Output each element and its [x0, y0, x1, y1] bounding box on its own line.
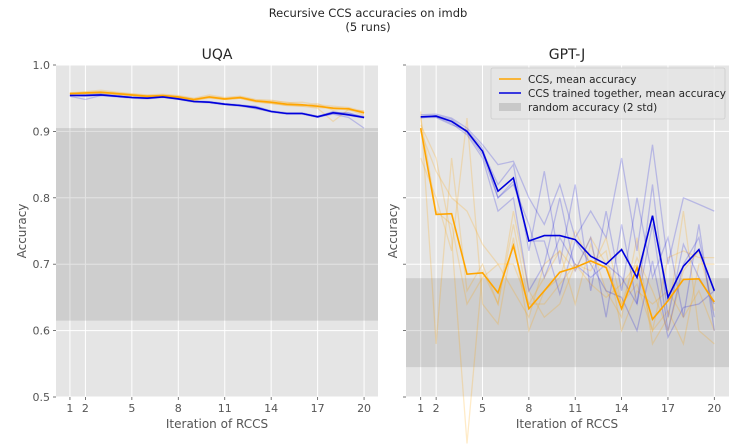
- ccs-run-line: [420, 124, 715, 444]
- ccs-run-line: [420, 131, 715, 333]
- plot-background: [56, 65, 378, 397]
- together-run-line: [420, 116, 715, 340]
- panel-title: GPT-J: [549, 47, 586, 63]
- x-tick-label: 14: [615, 402, 629, 415]
- x-tick-label: 8: [525, 402, 532, 415]
- y-tick-label: 0.6: [33, 325, 51, 338]
- together-run-line: [420, 113, 715, 265]
- ccs-mean-line: [69, 91, 365, 114]
- panel-uqa: UQA 1 2 5 8 11 14 17 20 0.5 0.6 0.7 0.8 0.9 1.0 Itera…: [15, 47, 378, 431]
- panel-gpt-j: GPT-J 1 2 5 8 11 14 17 20 Iteration of RCCS Acc…: [386, 47, 729, 444]
- x-axis-label: Iteration of RCCS: [166, 417, 268, 431]
- x-tick-label: 20: [357, 402, 371, 415]
- x-tick-label: 5: [479, 402, 486, 415]
- legend-label-random: random accuracy (2 std): [528, 102, 657, 114]
- random-accuracy-band: [56, 128, 378, 321]
- panel-title: UQA: [202, 47, 233, 63]
- y-axis-label: Accuracy: [15, 204, 29, 259]
- ccs-run-line: [69, 89, 365, 113]
- ccs-mean-line: [419, 127, 715, 321]
- legend: CCS, mean accuracy CCS trained together,…: [490, 67, 726, 120]
- y-tick-label: 1.0: [33, 59, 51, 72]
- x-axis-label: Iteration of RCCS: [516, 417, 618, 431]
- x-tick-label: 17: [661, 402, 675, 415]
- figure-title: Recursive CCS accuracies on imdb: [269, 6, 468, 20]
- legend-label-together: CCS trained together, mean accuracy: [528, 88, 726, 100]
- y-tick-label: 0.9: [33, 125, 51, 138]
- x-tick-label: 5: [128, 402, 135, 415]
- x-tick-label: 20: [707, 402, 721, 415]
- ccs-run-line: [420, 117, 715, 346]
- ccs-run-line: [420, 111, 715, 346]
- together-run-line: [420, 116, 715, 331]
- x-tick-label: 17: [311, 402, 325, 415]
- x-tick-label: 8: [175, 402, 182, 415]
- x-tick-label: 11: [218, 402, 232, 415]
- y-axis-label: Accuracy: [386, 204, 400, 259]
- x-tick-label: 11: [568, 402, 582, 415]
- x-tick-label: 1: [66, 402, 73, 415]
- legend-swatch-random: [499, 103, 521, 111]
- together-mean-line: [69, 94, 365, 119]
- together-mean-line: [420, 115, 716, 300]
- legend-frame: [490, 67, 726, 120]
- ccs-run-line: [420, 118, 715, 334]
- x-tick-label: 2: [433, 402, 440, 415]
- random-accuracy-band: [406, 278, 729, 368]
- x-tick-label: 1: [417, 402, 424, 415]
- together-run-line: [420, 116, 715, 318]
- y-tick-label: 0.5: [33, 391, 51, 404]
- legend-label-ccs: CCS, mean accuracy: [528, 74, 637, 86]
- y-tick-label: 0.7: [33, 258, 51, 271]
- y-tick-label: 0.8: [33, 192, 51, 205]
- x-tick-label: 2: [82, 402, 89, 415]
- figure-subtitle: (5 runs): [345, 20, 390, 34]
- plot-background: [406, 65, 729, 397]
- x-tick-label: 14: [264, 402, 278, 415]
